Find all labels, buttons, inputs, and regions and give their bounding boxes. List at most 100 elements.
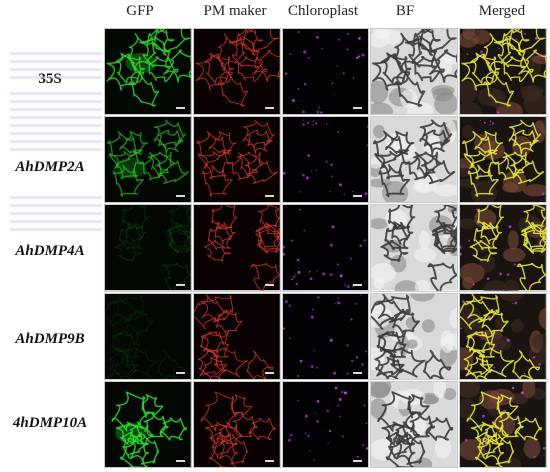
micrograph-ahdmp2a-merged: [459, 116, 547, 204]
chloroplast-dot: [489, 124, 492, 126]
chloroplast-dot: [298, 209, 301, 211]
cell-texture: [462, 29, 476, 40]
cell-texture: [520, 85, 544, 96]
cell-texture: [415, 280, 431, 291]
chloroplast-dot: [312, 120, 314, 123]
chloroplast-dot: [488, 315, 491, 319]
background-artifact: [10, 76, 102, 79]
chloroplast-dot: [355, 355, 358, 359]
chloroplast-dot: [355, 56, 359, 60]
chloroplast-dot: [533, 455, 536, 458]
background-artifact: [10, 100, 102, 103]
background-artifact: [10, 116, 102, 119]
chloroplast-dot: [331, 82, 333, 84]
chloroplast-dot: [297, 271, 301, 275]
micrograph-image: [460, 117, 546, 203]
chloroplast-dot: [297, 399, 299, 402]
chloroplast-dot: [308, 271, 311, 274]
scale-bar: [175, 371, 185, 374]
micrograph-image: [371, 381, 458, 467]
cell-membrane: [387, 430, 416, 459]
cell-membrane: [200, 391, 240, 432]
cell-membrane: [199, 294, 234, 323]
chloroplast-dot: [282, 252, 285, 257]
chloroplast-dot: [334, 386, 337, 390]
scale-bar: [353, 459, 363, 462]
cell-texture: [423, 136, 443, 157]
cell-texture: [531, 54, 546, 65]
cell-texture: [431, 85, 456, 96]
cell-membrane: [463, 346, 494, 376]
chloroplast-dot: [313, 349, 315, 351]
panel-background: [193, 117, 280, 203]
cell-membrane: [242, 120, 275, 149]
panel-background: [282, 117, 369, 203]
chloroplast-dot: [346, 343, 349, 346]
cell-membrane: [242, 29, 279, 56]
chloroplast-dot: [313, 459, 315, 461]
cell-membrane: [110, 294, 145, 323]
background-artifact: [10, 140, 102, 143]
cell-texture: [435, 437, 452, 459]
cell-membrane: [125, 222, 147, 245]
cell-membrane: [147, 151, 175, 177]
chloroplast-dot: [479, 173, 482, 177]
cell-texture: [499, 293, 524, 302]
micrograph-35s-bf: [370, 28, 459, 116]
chloroplast-dot: [303, 83, 306, 86]
cell-membrane: [373, 130, 410, 167]
cell-texture: [510, 318, 525, 333]
cell-membrane: [111, 391, 152, 432]
chloroplast-dot: [310, 364, 314, 368]
background-artifact: [10, 132, 102, 135]
chloroplast-dot: [524, 372, 526, 374]
micrograph-image: [193, 205, 280, 291]
scale-bar: [264, 283, 274, 286]
cell-membrane: [143, 412, 169, 438]
chloroplast-dot: [508, 225, 512, 229]
chloroplast-dot: [524, 32, 527, 36]
cell-membrane: [483, 72, 515, 107]
cell-membrane: [501, 29, 530, 53]
cell-membrane: [112, 164, 144, 198]
chloroplast-dot: [337, 38, 340, 41]
chloroplast-dot: [340, 390, 343, 393]
gfp-cytoplasm-glow: [115, 422, 147, 444]
chloroplast-dot: [315, 420, 319, 423]
cell-membrane: [214, 222, 236, 245]
cell-membrane: [152, 29, 191, 56]
cell-membrane: [423, 129, 451, 156]
chloroplast-dot: [343, 284, 346, 287]
cell-texture: [460, 102, 483, 115]
cell-membrane: [207, 222, 232, 251]
cell-membrane: [196, 131, 232, 167]
cell-membrane: [512, 130, 540, 155]
micrograph-image: [460, 381, 546, 467]
cell-membrane: [512, 349, 541, 379]
chloroplast-dot: [354, 302, 358, 305]
cell-membrane: [377, 390, 418, 432]
micrograph-ahdmp2a-bf: [370, 116, 459, 204]
cell-membrane: [146, 29, 175, 53]
chloroplast-dot: [328, 429, 331, 432]
cell-membrane: [128, 33, 157, 72]
chloroplast-dot: [343, 193, 345, 196]
chloroplast-dot: [288, 304, 291, 307]
chloroplast-dot: [468, 240, 471, 242]
cell-texture: [523, 92, 546, 115]
cell-membrane: [126, 310, 154, 335]
cell-membrane: [230, 394, 252, 418]
chloroplast-dot: [352, 77, 354, 79]
cell-membrane: [432, 222, 458, 251]
panel-background: [105, 205, 191, 291]
chloroplast-dot: [289, 433, 293, 437]
micrograph-image: [282, 293, 369, 379]
cell-membrane: [107, 131, 143, 167]
chloroplast-dot: [460, 246, 463, 250]
scale-bar: [175, 459, 185, 462]
cell-membrane: [118, 347, 160, 377]
chloroplast-dot: [299, 359, 303, 363]
chloroplast-dot: [499, 272, 503, 276]
cell-texture: [460, 263, 485, 284]
row-label-ahdmp9b: AhDMP9B: [15, 331, 85, 347]
